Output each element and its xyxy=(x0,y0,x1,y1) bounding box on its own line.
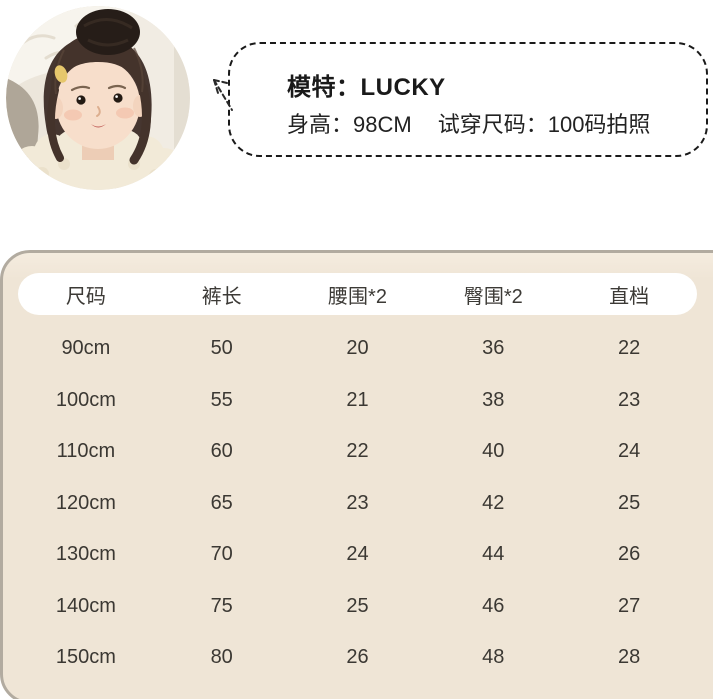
model-name-value: LUCKY xyxy=(360,74,446,101)
model-name-line: 模特：LUCKY xyxy=(287,67,446,102)
cell-rise: 28 xyxy=(617,646,641,669)
table-row-100cm: 100cm 55 21 38 23 xyxy=(18,375,697,427)
size-table-body: 90cm 50 20 36 22 100cm 55 21 38 23 110cm… xyxy=(18,323,697,684)
cell-size: 100cm xyxy=(55,388,116,411)
model-height-value: 98CM xyxy=(353,112,412,137)
cell-rise: 25 xyxy=(617,491,641,514)
table-row-130cm: 130cm 70 24 44 26 xyxy=(18,529,697,581)
cell-hip: 48 xyxy=(482,646,505,669)
column-header-waist: 腰围*2 xyxy=(328,285,387,308)
model-photo xyxy=(6,6,190,190)
cell-pants-length: 80 xyxy=(210,646,233,669)
arrow-to-photo-icon xyxy=(213,79,233,111)
child-portrait-illustration xyxy=(6,6,190,190)
cell-rise: 22 xyxy=(617,337,641,360)
column-header-pants-length: 裤长 xyxy=(201,285,242,308)
model-name-label: 模特： xyxy=(287,74,361,101)
cell-waist: 20 xyxy=(346,337,369,360)
cell-waist: 21 xyxy=(346,388,369,411)
cell-hip: 46 xyxy=(482,594,505,617)
size-table-header-row: 尺码 裤长 腰围*2 臀围*2 直档 xyxy=(18,273,697,315)
cell-size: 90cm xyxy=(61,337,111,360)
cell-hip: 38 xyxy=(482,388,505,411)
model-height-label: 身高： xyxy=(287,112,354,137)
model-detail-line: 身高：98CM 试穿尺码：100码拍照 xyxy=(287,107,650,139)
cell-hip: 44 xyxy=(482,543,505,566)
cell-pants-length: 60 xyxy=(210,440,233,463)
cell-pants-length: 70 xyxy=(210,543,233,566)
table-row-140cm: 140cm 75 25 46 27 xyxy=(18,581,697,633)
cell-size: 130cm xyxy=(55,543,116,566)
cell-size: 140cm xyxy=(55,594,116,617)
fit-size-value: 100码拍照 xyxy=(547,112,651,137)
column-header-rise: 直档 xyxy=(609,285,650,308)
cell-pants-length: 50 xyxy=(210,337,233,360)
cell-rise: 27 xyxy=(617,594,641,617)
cell-waist: 23 xyxy=(346,491,369,514)
table-row-110cm: 110cm 60 22 40 24 xyxy=(18,426,697,478)
cell-rise: 24 xyxy=(617,440,641,463)
cell-waist: 26 xyxy=(346,646,369,669)
cell-hip: 40 xyxy=(482,440,505,463)
cell-pants-length: 55 xyxy=(210,388,233,411)
fit-size-label: 试穿尺码： xyxy=(437,112,548,137)
table-row-90cm: 90cm 50 20 36 22 xyxy=(18,323,697,375)
cell-hip: 42 xyxy=(482,491,505,514)
cell-rise: 23 xyxy=(617,388,641,411)
cell-pants-length: 65 xyxy=(210,491,233,514)
cell-size: 110cm xyxy=(56,440,116,463)
cell-waist: 25 xyxy=(346,594,369,617)
cell-size: 150cm xyxy=(55,646,116,669)
model-info-bubble: 模特：LUCKY 身高：98CM 试穿尺码：100码拍照 xyxy=(213,42,708,157)
table-row-120cm: 120cm 65 23 42 25 xyxy=(18,478,697,530)
table-row-150cm: 150cm 80 26 48 28 xyxy=(18,632,697,684)
column-header-hip: 臀围*2 xyxy=(463,285,523,308)
cell-rise: 26 xyxy=(617,543,641,566)
cell-size: 120cm xyxy=(55,491,116,514)
cell-waist: 22 xyxy=(346,440,369,463)
cell-pants-length: 75 xyxy=(210,594,233,617)
size-table-panel xyxy=(0,250,713,699)
cell-hip: 36 xyxy=(482,337,505,360)
cell-waist: 24 xyxy=(346,543,369,566)
column-header-size: 尺码 xyxy=(65,285,106,308)
